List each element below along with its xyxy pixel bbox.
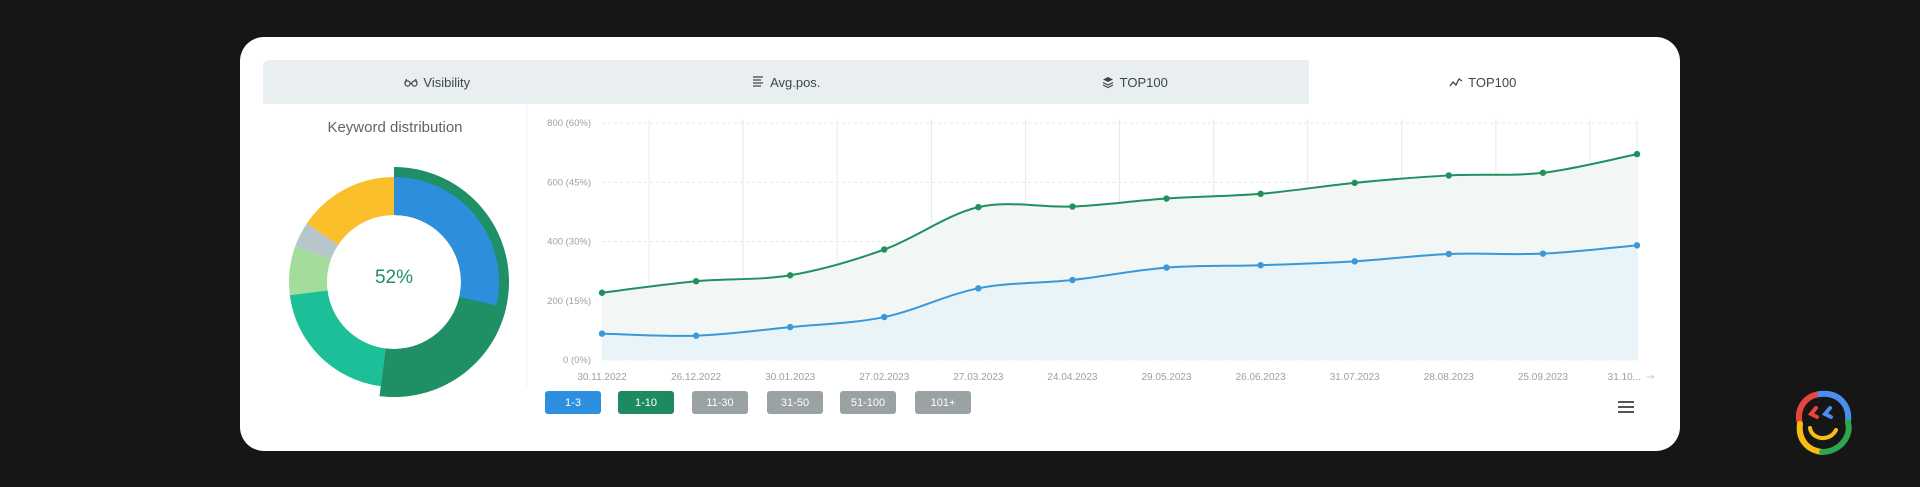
data-point-1-3[interactable]	[881, 313, 888, 321]
keyword-distribution-donut	[289, 167, 509, 398]
data-point-1-10[interactable]	[1069, 203, 1076, 210]
data-point-1-3[interactable]	[1257, 262, 1264, 269]
donut-slice-11-30[interactable]	[289, 290, 386, 387]
tab-top100-trend[interactable]: TOP100	[1308, 60, 1657, 104]
legend-button-31-50[interactable]: 31-50	[767, 391, 823, 414]
tab-label: TOP100	[1468, 74, 1517, 90]
legend-button-101-plus[interactable]: 101+	[915, 391, 971, 414]
donut-slice-101+[interactable]	[306, 177, 394, 245]
legend-button-1-10[interactable]: 1-10	[618, 391, 674, 414]
data-point-1-10[interactable]	[598, 289, 606, 296]
tab-visibility[interactable]: Visibility	[263, 60, 612, 104]
y-tick-label: 0 (0%)	[563, 355, 591, 366]
x-tick-label: 24.04.2023	[1047, 372, 1097, 383]
button-label: 31-50	[780, 396, 810, 409]
tab-bar: Visibility Avg.pos. TOP100 TOP100	[263, 60, 1657, 104]
data-point-1-3[interactable]	[1351, 258, 1358, 265]
donut-slice-51-100[interactable]	[295, 223, 339, 260]
tab-avg-pos[interactable]: Avg.pos.	[612, 60, 961, 104]
x-tick-label: 29.05.2023	[1142, 372, 1192, 383]
x-tick-label: 30.01.2023	[765, 372, 815, 383]
legend-button-1-3[interactable]: 1-3	[545, 391, 601, 414]
data-point-1-10[interactable]	[1633, 150, 1641, 158]
series-line-1-3	[601, 244, 1638, 337]
x-tick-label: 28.08.2023	[1424, 372, 1474, 383]
x-tick-label: 26.06.2023	[1236, 372, 1286, 383]
button-label: 11-30	[706, 396, 734, 409]
glasses-icon	[404, 78, 419, 87]
donut-center-label: 52%	[374, 267, 414, 288]
donut-slice-31-50[interactable]	[289, 246, 331, 296]
button-label: 1-10	[634, 396, 658, 409]
data-point-1-10[interactable]	[881, 246, 888, 253]
y-tick-label: 400 (30%)	[547, 237, 591, 248]
x-tick-label: 27.02.2023	[859, 372, 909, 383]
data-point-1-3[interactable]	[1445, 250, 1453, 258]
data-point-1-3[interactable]	[598, 330, 606, 337]
data-point-1-10[interactable]	[1257, 190, 1264, 198]
data-point-1-3[interactable]	[1633, 242, 1641, 249]
scroll-arrow-icon[interactable]: →	[1646, 372, 1654, 383]
layers-icon	[1102, 77, 1113, 89]
data-point-1-3[interactable]	[692, 332, 700, 339]
data-point-1-10[interactable]	[692, 277, 700, 285]
legend-button-51-100[interactable]: 51-100	[840, 391, 896, 414]
x-tick-label: 31.10...	[1608, 372, 1641, 383]
x-tick-label: 27.03.2023	[953, 372, 1003, 383]
keyword-distribution-card: Visibility Avg.pos. TOP100 TOP100 Keywor…	[240, 37, 1680, 451]
data-point-1-3[interactable]	[786, 323, 794, 331]
legend-button-11-30[interactable]: 11-30	[692, 391, 748, 414]
top100-line-chart: 0 (0%) 200 (15%) 400 (30%) 600 (45%) 800 (60…	[526, 100, 1654, 387]
smiley-logo-icon	[1796, 390, 1852, 455]
donut-title: Keyword distribution	[327, 119, 463, 136]
tab-top100-layers[interactable]: TOP100	[960, 60, 1309, 104]
data-point-1-3[interactable]	[1163, 264, 1170, 271]
hamburger-menu-icon[interactable]	[1618, 401, 1634, 415]
tab-label: TOP100	[1119, 74, 1168, 90]
data-point-1-10[interactable]	[1445, 172, 1453, 179]
data-point-1-10[interactable]	[786, 272, 794, 279]
sparkline-icon	[1449, 78, 1463, 87]
series-line-1-10	[601, 153, 1638, 294]
x-tick-label: 26.12.2022	[671, 372, 721, 383]
data-point-1-3[interactable]	[1069, 276, 1076, 284]
y-tick-label: 800 (60%)	[547, 118, 591, 129]
data-point-1-10[interactable]	[975, 203, 982, 211]
data-point-1-10[interactable]	[1351, 179, 1358, 187]
donut-slice-4-10[interactable]	[379, 297, 507, 398]
x-tick-label: 30.11.2022	[577, 372, 627, 383]
series-area-1-3	[602, 245, 1637, 360]
data-point-1-3[interactable]	[1539, 250, 1547, 257]
x-tick-label: 31.07.2023	[1330, 372, 1380, 383]
x-tick-label: 25.09.2023	[1518, 372, 1568, 383]
data-point-1-10[interactable]	[1539, 169, 1547, 176]
tab-label: Avg.pos.	[770, 74, 821, 90]
tab-label: Visibility	[423, 74, 471, 90]
button-label: 101+	[930, 396, 956, 409]
data-point-1-3[interactable]	[975, 285, 982, 292]
donut-slice-1-3[interactable]	[394, 177, 499, 306]
y-tick-label: 200 (15%)	[547, 296, 591, 307]
y-tick-label: 600 (45%)	[547, 177, 591, 188]
button-label: 51-100	[850, 396, 886, 409]
list-icon	[753, 76, 764, 87]
data-point-1-10[interactable]	[1163, 195, 1170, 202]
button-label: 1-3	[565, 396, 581, 409]
